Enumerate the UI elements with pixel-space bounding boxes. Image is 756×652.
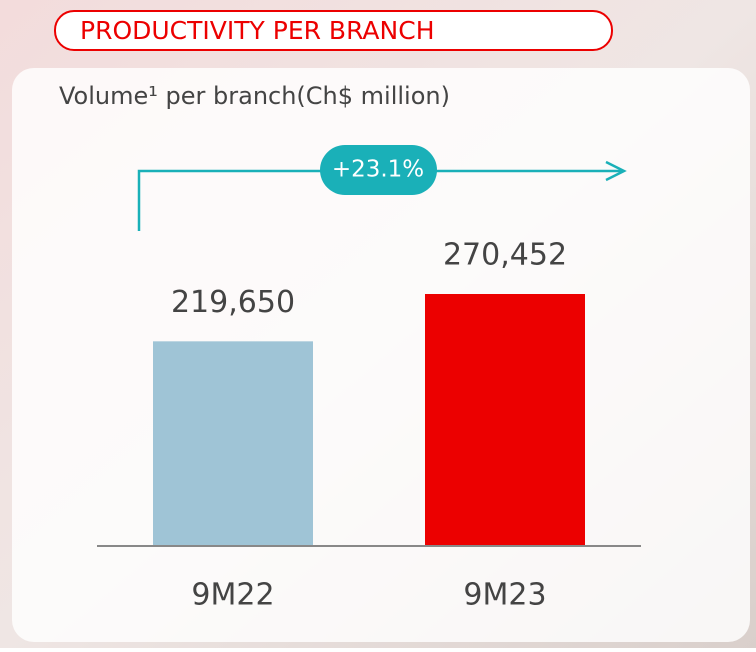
annotation: +23.1%: [332, 157, 424, 183]
x-tick-label: 9M22: [191, 578, 274, 613]
chart: PRODUCTIVITY PER BRANCH Volume¹ per bran…: [0, 0, 756, 648]
bar: [425, 294, 585, 546]
chart-title: PRODUCTIVITY PER BRANCH: [80, 16, 435, 45]
page: PRODUCTIVITY PER BRANCH Volume¹ per bran…: [0, 0, 756, 648]
bar: [153, 341, 313, 546]
value-label: 270,452: [443, 238, 567, 273]
value-label: 219,650: [171, 285, 295, 320]
x-tick-label: 9M23: [463, 578, 546, 613]
chart-subtitle: Volume¹ per branch(Ch$ million): [59, 82, 450, 110]
